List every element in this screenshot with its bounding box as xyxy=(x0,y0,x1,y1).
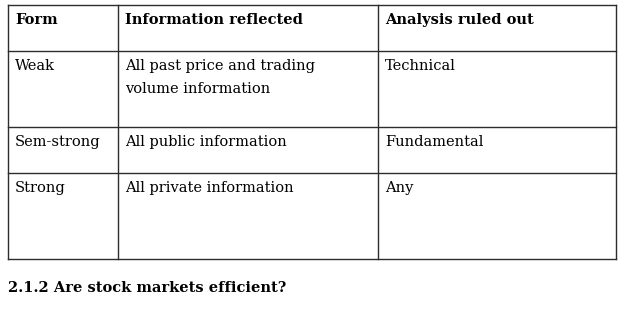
Text: Technical: Technical xyxy=(385,59,456,73)
Text: 2.1.2 Are stock markets efficient?: 2.1.2 Are stock markets efficient? xyxy=(8,281,287,295)
Text: Analysis ruled out: Analysis ruled out xyxy=(385,13,534,27)
Text: All past price and trading
volume information: All past price and trading volume inform… xyxy=(125,59,315,96)
Text: Form: Form xyxy=(15,13,58,27)
Text: All private information: All private information xyxy=(125,181,293,195)
Text: Fundamental: Fundamental xyxy=(385,135,483,149)
Text: Any: Any xyxy=(385,181,413,195)
Text: All public information: All public information xyxy=(125,135,287,149)
Text: Sem-strong: Sem-strong xyxy=(15,135,100,149)
Text: Weak: Weak xyxy=(15,59,55,73)
Text: Information reflected: Information reflected xyxy=(125,13,303,27)
Text: Strong: Strong xyxy=(15,181,66,195)
